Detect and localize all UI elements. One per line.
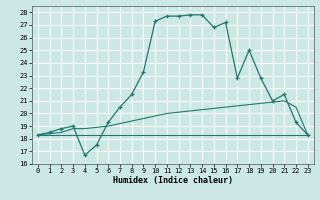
X-axis label: Humidex (Indice chaleur): Humidex (Indice chaleur) xyxy=(113,176,233,185)
